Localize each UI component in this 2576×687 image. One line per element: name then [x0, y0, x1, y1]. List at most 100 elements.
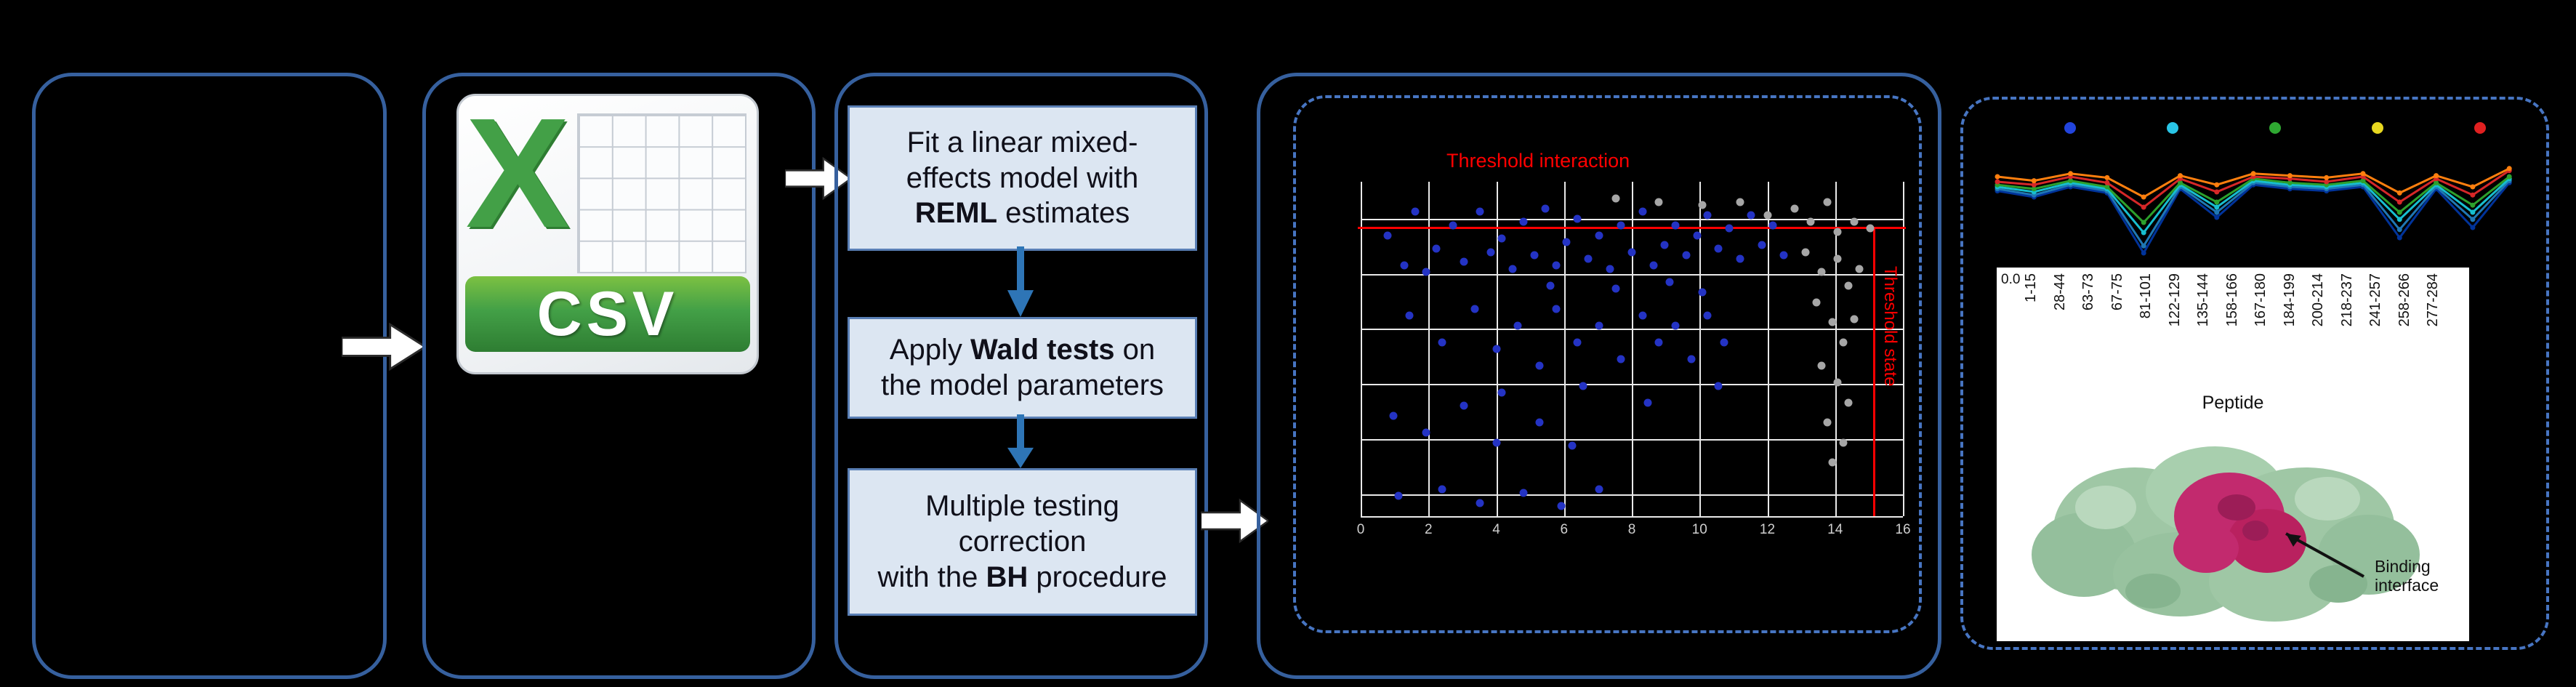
scatter-point-significant — [1438, 338, 1446, 347]
uptake-point — [2104, 184, 2110, 190]
peptide-tick: 28-44 — [2051, 273, 2068, 311]
scatter-point-significant — [1541, 204, 1550, 213]
process-box-line: with the BH procedure — [878, 560, 1167, 595]
uptake-point — [2068, 171, 2074, 177]
csv-file-icon: X CSV — [456, 85, 759, 374]
scatter-point-significant — [1703, 311, 1712, 320]
scatter-point-significant — [1562, 238, 1571, 246]
process-box-line: REML estimates — [915, 196, 1130, 231]
scatter-point-nonsignificant — [1828, 458, 1837, 467]
process-box-line: Multiple testing — [925, 489, 1119, 524]
scatter-point-significant — [1703, 211, 1712, 220]
csv-banner-label: CSV — [465, 276, 750, 353]
uptake-point — [2506, 166, 2512, 172]
scatter-gridline-v — [1903, 182, 1904, 516]
uptake-point — [2396, 227, 2402, 233]
uptake-point — [2470, 209, 2476, 215]
process-box-text: Multiple testing — [925, 490, 1119, 523]
scatter-point-significant — [1557, 502, 1566, 510]
uptake-point — [2250, 171, 2256, 177]
scatter-point-significant — [1573, 338, 1582, 347]
uptake-point — [2324, 179, 2330, 185]
uptake-point — [2214, 204, 2220, 210]
scatter-point-nonsignificant — [1812, 298, 1821, 307]
scatter-point-significant — [1768, 221, 1777, 230]
scatter-gridline-h — [1361, 439, 1903, 441]
threshold-line-state — [1872, 227, 1875, 516]
peptide-axis-label: Peptide — [2202, 393, 2264, 413]
scatter-point-significant — [1497, 234, 1506, 243]
scatter-point-nonsignificant — [1823, 418, 1832, 427]
scatter-point-significant — [1671, 221, 1680, 230]
scatter-point-significant — [1486, 248, 1495, 257]
uptake-point — [2470, 192, 2476, 198]
results-dashed-frame — [1293, 95, 1922, 633]
scatter-point-significant — [1535, 418, 1544, 427]
peptide-tick: 135-144 — [2195, 273, 2211, 327]
scatter-point-significant — [1660, 241, 1669, 249]
flow-arrow-3 — [1201, 498, 1268, 544]
scatter-point-significant — [1449, 221, 1457, 230]
scatter-point-significant — [1476, 499, 1484, 507]
scatter-point-significant — [1720, 338, 1728, 347]
scatter-point-significant — [1687, 355, 1696, 363]
uptake-point — [2506, 174, 2512, 180]
uptake-point — [2287, 180, 2293, 185]
scatter-gridline-v — [1699, 182, 1702, 516]
uptake-legend-dot — [2269, 122, 2281, 134]
uptake-point — [2031, 178, 2037, 184]
scatter-point-nonsignificant — [1833, 378, 1842, 387]
uptake-point — [2068, 178, 2074, 184]
scatter-point-significant — [1682, 251, 1691, 260]
scatter-point-significant — [1573, 214, 1582, 223]
scatter-point-nonsignificant — [1801, 248, 1810, 257]
scatter-gridline-v — [1361, 182, 1362, 516]
uptake-point — [2141, 243, 2146, 249]
uptake-point — [2214, 209, 2220, 215]
scatter-x-tick: 4 — [1492, 522, 1500, 537]
scatter-x-tick: 12 — [1759, 522, 1776, 537]
scatter-x-tick: 2 — [1424, 522, 1433, 537]
scatter-point-significant — [1568, 441, 1577, 450]
process-box-text: Fit a linear mixed- — [906, 126, 1138, 158]
scatter-point-nonsignificant — [1611, 194, 1620, 203]
scatter-gridline-v — [1563, 182, 1566, 516]
peptide-tick: 1-15 — [2023, 273, 2039, 303]
uptake-point — [2470, 225, 2476, 230]
uptake-point — [2104, 174, 2110, 180]
binding-interface-line2: interface — [2375, 576, 2439, 595]
peptide-tick: 122-129 — [2166, 273, 2183, 327]
scatter-point-significant — [1519, 217, 1528, 226]
input-panel — [32, 73, 387, 679]
scatter-plot: 0 2 4 6 8 10 12 14 16 — [1357, 182, 1911, 537]
uptake-line-chart — [1995, 166, 2512, 256]
scatter-point-significant — [1519, 489, 1528, 497]
scatter-x-tick: 14 — [1827, 522, 1843, 537]
peptide-tick: 63-73 — [2080, 273, 2096, 311]
binding-interface-line1: Binding — [2375, 557, 2431, 576]
uptake-point — [2178, 173, 2183, 179]
scatter-point-significant — [1747, 211, 1755, 220]
peptide-tick: 81-101 — [2138, 273, 2154, 319]
scatter-point-significant — [1579, 382, 1587, 390]
uptake-point — [2396, 209, 2402, 215]
scatter-point-nonsignificant — [1806, 217, 1815, 226]
scatter-x-tick: 6 — [1560, 522, 1569, 537]
scatter-point-significant — [1546, 281, 1555, 290]
scatter-right-label: Threshold state — [1880, 266, 1900, 387]
scatter-point-significant — [1654, 338, 1663, 347]
uptake-point — [2470, 184, 2476, 190]
uptake-point — [2396, 217, 2402, 222]
scatter-point-significant — [1736, 254, 1744, 263]
peptide-tick: 200-214 — [2310, 273, 2326, 327]
scatter-point-nonsignificant — [1790, 204, 1799, 213]
scatter-point-nonsignificant — [1839, 438, 1848, 447]
scatter-x-tick: 16 — [1895, 522, 1911, 537]
scatter-gridline-h — [1361, 516, 1903, 518]
uptake-point — [2324, 174, 2330, 180]
binding-interface-annotation: Binding interface — [2375, 557, 2439, 595]
scatter-point-significant — [1530, 251, 1539, 260]
scatter-point-nonsignificant — [1839, 338, 1848, 347]
uptake-series-state-blue — [1997, 180, 2511, 248]
process-box-text: estimates — [997, 197, 1130, 230]
